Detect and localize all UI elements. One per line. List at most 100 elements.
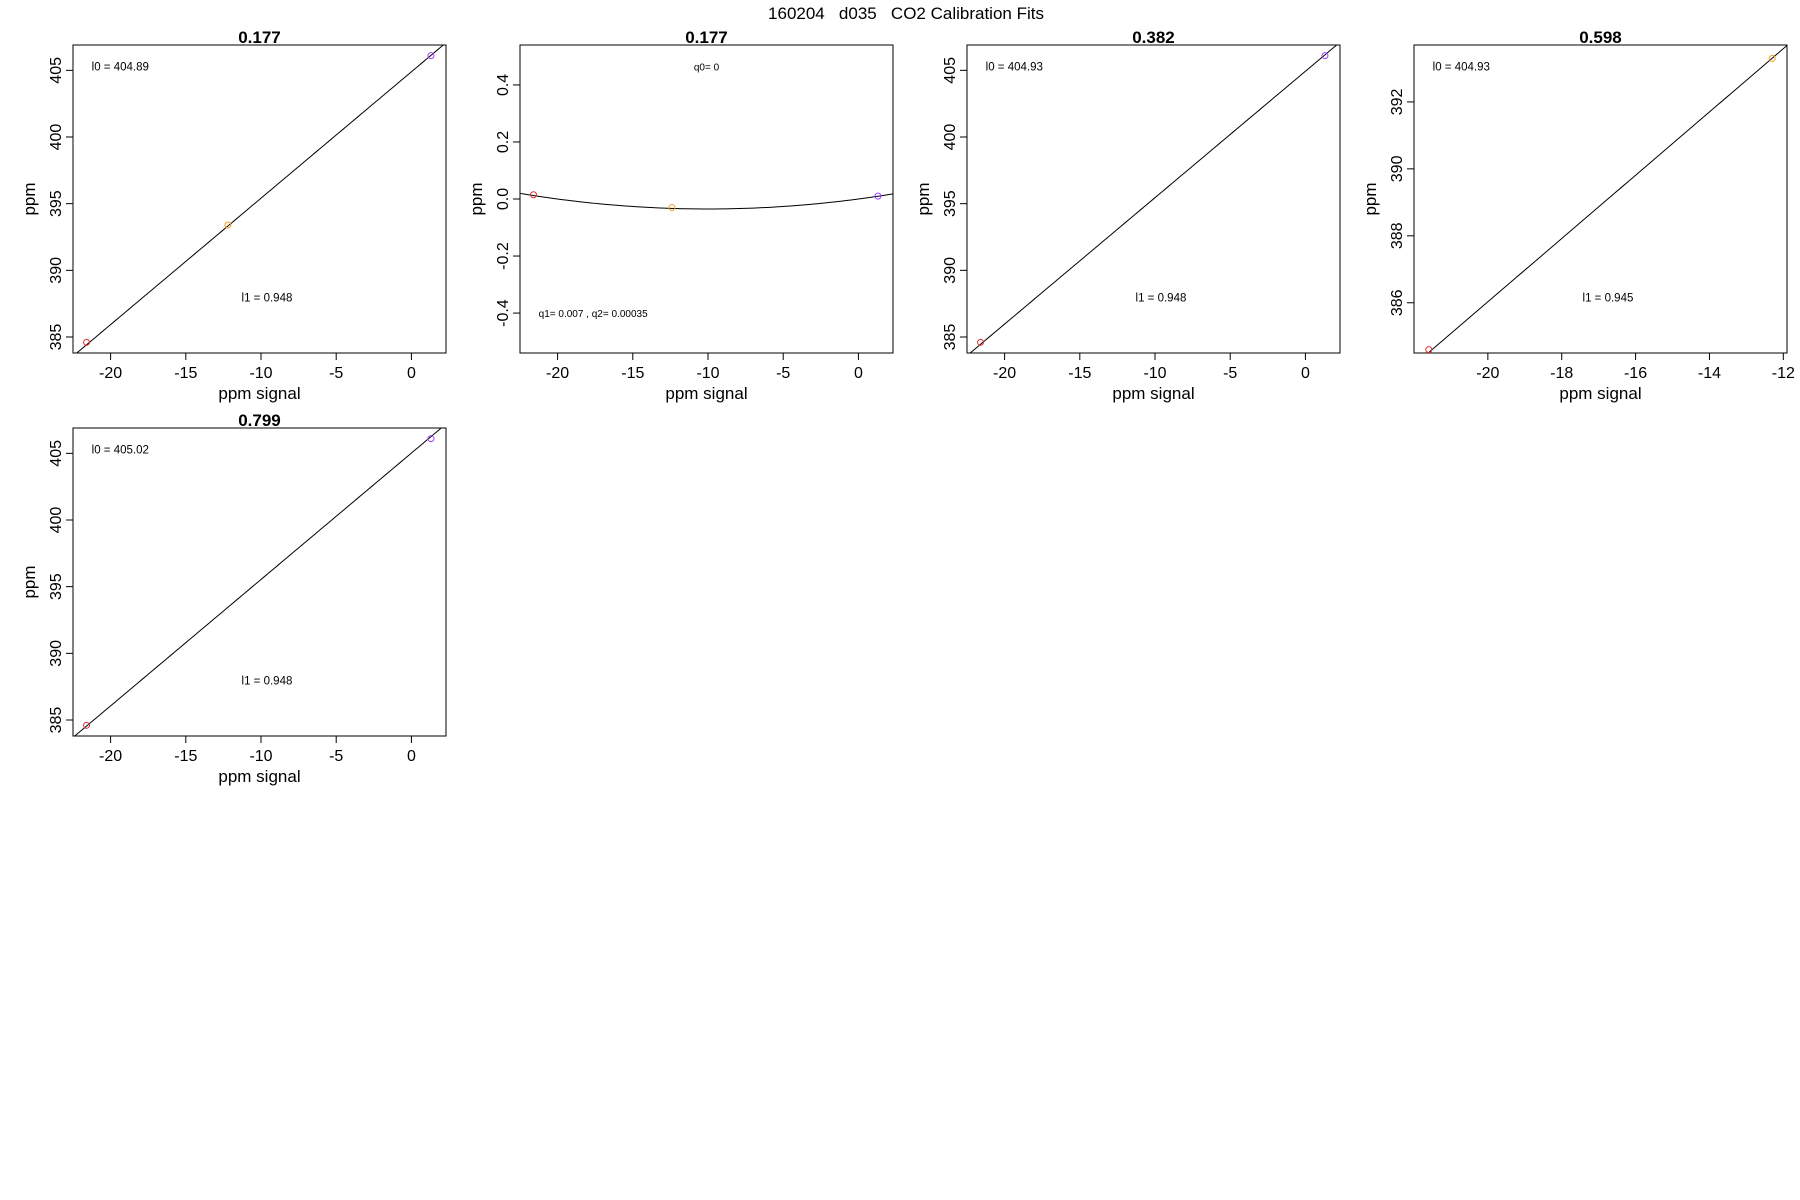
y-tick-label: 0.4	[495, 74, 512, 96]
x-tick-label: -5	[1223, 365, 1237, 382]
figure-title: 160204 d035 CO2 Calibration Fits	[768, 4, 1044, 23]
y-tick-label: 400	[48, 507, 65, 534]
y-tick-label: 385	[942, 324, 959, 351]
panel-title: 0.799	[238, 411, 281, 430]
y-tick-label: 385	[48, 707, 65, 734]
x-axis-label: ppm signal	[1559, 384, 1641, 403]
fit-annotation: l0 = 404.93	[986, 62, 1043, 74]
y-tick-label: -0.4	[495, 299, 512, 327]
x-tick-label: -20	[546, 365, 569, 382]
x-tick-label: -10	[696, 365, 719, 382]
panels: 0.177 -20 -15 -10 -5 0 385 390 395 400 405 ppm sign…	[20, 28, 1795, 786]
panel-5: 0.799 -20 -15 -10 -5 0 385 390 395 400 405 ppm sign…	[20, 411, 447, 786]
fit-annotation: l1 = 0.948	[242, 676, 293, 688]
y-axis-label: ppm	[1361, 182, 1380, 215]
data-point	[668, 204, 676, 212]
data-point	[1321, 52, 1329, 60]
data-point	[427, 52, 435, 60]
data-point	[83, 721, 91, 729]
panel-title: 0.382	[1132, 28, 1175, 47]
fit-line	[76, 45, 445, 353]
data-point	[224, 221, 232, 229]
y-axis-label: ppm	[914, 182, 933, 215]
x-tick-label: -20	[1476, 365, 1499, 382]
fit-annotation: l1 = 0.948	[242, 293, 293, 305]
y-tick-label: 390	[48, 257, 65, 284]
plot-frame	[72, 427, 447, 737]
panel-title: 0.177	[685, 28, 728, 47]
fit-line	[1427, 45, 1787, 353]
y-tick-label: 400	[942, 124, 959, 151]
data-point	[874, 192, 882, 200]
y-tick-label: 405	[48, 57, 65, 84]
data-point	[83, 338, 91, 346]
y-axis-label: ppm	[467, 182, 486, 215]
y-tick-label: 400	[48, 124, 65, 151]
x-axis-label: ppm signal	[1112, 384, 1194, 403]
x-tick-label: -5	[329, 748, 343, 765]
x-tick-label: -12	[1772, 365, 1795, 382]
plot-frame	[966, 44, 1341, 354]
fit-annotation: q0= 0	[694, 63, 720, 74]
y-tick-label: 390	[48, 640, 65, 667]
y-axis-label: ppm	[20, 182, 39, 215]
data-point	[1425, 346, 1433, 354]
fit-annotation: l0 = 404.93	[1433, 62, 1490, 74]
fit-annotation: l0 = 404.89	[92, 62, 149, 74]
y-tick-label: 395	[48, 190, 65, 217]
x-tick-label: -5	[329, 365, 343, 382]
panel-2: 0.177 -20 -15 -10 -5 0 -0.4 -0.2 0.0 0.2 0.4 ppm si…	[467, 28, 894, 403]
data-point	[1768, 54, 1776, 62]
x-tick-label: -10	[1143, 365, 1166, 382]
panel-1: 0.177 -20 -15 -10 -5 0 385 390 395 400 405 ppm sign…	[20, 28, 447, 403]
y-tick-label: 388	[1389, 222, 1406, 249]
x-tick-label: 0	[407, 365, 416, 382]
y-tick-label: 0.0	[495, 188, 512, 210]
x-axis-label: ppm signal	[218, 384, 300, 403]
data-point	[977, 338, 985, 346]
x-tick-label: -14	[1698, 365, 1721, 382]
panel-title: 0.598	[1579, 28, 1622, 47]
x-tick-label: -20	[99, 365, 122, 382]
y-tick-label: 390	[942, 257, 959, 284]
x-axis-label: ppm signal	[218, 767, 300, 786]
y-tick-label: 392	[1389, 88, 1406, 115]
y-tick-label: 386	[1389, 289, 1406, 316]
x-tick-label: -15	[174, 748, 197, 765]
x-tick-label: -5	[776, 365, 790, 382]
fit-annotation: q1= 0.007 , q2= 0.00035	[539, 309, 648, 320]
y-tick-label: 390	[1389, 155, 1406, 182]
x-tick-label: -10	[249, 365, 272, 382]
x-tick-label: -20	[99, 748, 122, 765]
x-axis-label: ppm signal	[665, 384, 747, 403]
x-tick-label: -15	[174, 365, 197, 382]
fit-line	[73, 428, 443, 736]
fit-annotation: l1 = 0.948	[1136, 293, 1187, 305]
y-tick-label: 395	[48, 573, 65, 600]
y-tick-label: 0.2	[495, 131, 512, 153]
panel-4: 0.598 -20 -18 -16 -14 -12 386 388 390 392 ppm sign…	[1361, 28, 1795, 403]
fit-annotation: l0 = 405.02	[92, 445, 149, 457]
plot-frame	[1413, 44, 1788, 354]
x-tick-label: -16	[1624, 365, 1647, 382]
panel-title: 0.177	[238, 28, 281, 47]
fit-line	[969, 45, 1338, 353]
x-tick-label: -15	[621, 365, 644, 382]
y-tick-label: 405	[942, 57, 959, 84]
fit-line	[520, 192, 893, 210]
x-tick-label: -18	[1550, 365, 1573, 382]
plot-frame	[519, 44, 894, 354]
y-axis-label: ppm	[20, 565, 39, 598]
x-tick-label: 0	[854, 365, 863, 382]
plot-frame	[72, 44, 447, 354]
x-tick-label: -15	[1068, 365, 1091, 382]
data-point	[427, 435, 435, 443]
x-tick-label: 0	[1301, 365, 1310, 382]
x-tick-label: 0	[407, 748, 416, 765]
x-tick-label: -20	[993, 365, 1016, 382]
y-tick-label: 395	[942, 190, 959, 217]
y-tick-label: -0.2	[495, 242, 512, 270]
x-tick-label: -10	[249, 748, 272, 765]
fit-annotation: l1 = 0.945	[1583, 293, 1634, 305]
